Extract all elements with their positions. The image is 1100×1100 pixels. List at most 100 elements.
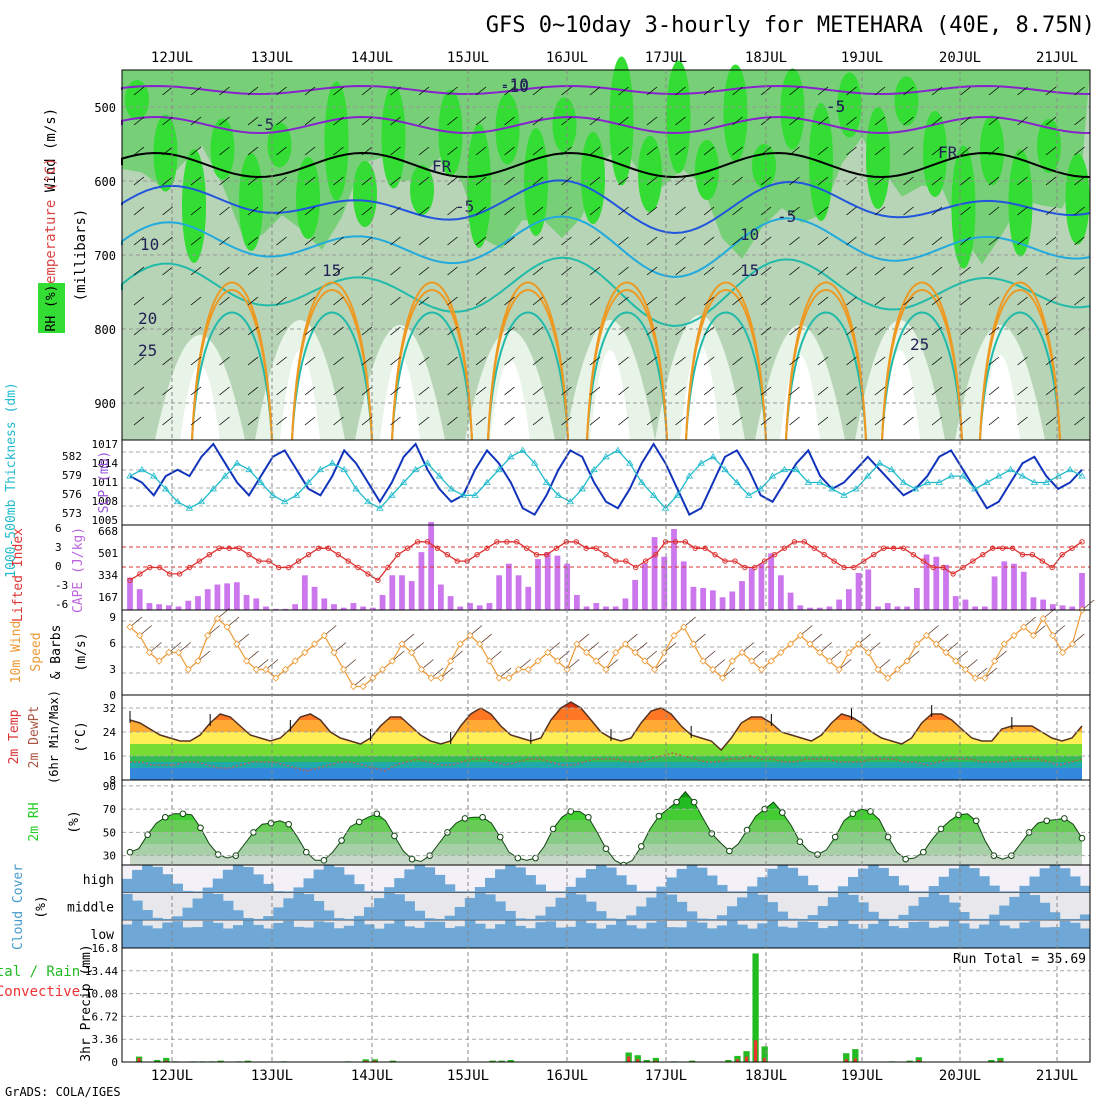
lifted-index-point [444,551,451,558]
cloud-cell [837,886,849,893]
cloud-cell [1039,902,1051,921]
cloud-cell [192,891,204,893]
cloud-cell [515,867,526,893]
upper-wind-barb [361,266,373,276]
cape-bar [127,577,133,610]
rh-dry-area [490,360,530,440]
upper-wind-barb [903,206,914,216]
date-label-top: 21JUL [1036,50,1078,66]
lifted-index-point [692,545,698,551]
rh-point [496,833,504,841]
wind-barb [974,667,988,679]
rh-point [849,810,857,818]
upper-wind-barb [903,176,914,186]
upper-wind-barb [589,296,601,306]
cloud-cell [666,894,678,921]
rh-point [585,813,592,821]
footer-credit: GrADS: COLA/IGES [5,1085,121,1099]
upper-wind-barb [219,416,230,426]
cloud-cell [1009,891,1020,893]
date-label-top: 19JUL [841,50,883,66]
upper-wind-barb [903,236,914,246]
upper-wind-barb [846,176,857,186]
lifted-index-point [1009,545,1016,551]
lifted-index-point [722,558,728,564]
upper-wind-barb [504,236,515,246]
lifted-index-point [970,558,976,564]
cloud-cell [858,868,869,893]
upper-wind-barb [219,236,230,246]
cloud-cell [747,928,758,948]
thickness-point [352,485,360,492]
cape-axis-label: CAPE (J/kg) [71,527,86,613]
upper-wind-barb [190,266,202,276]
cloud-cell [797,875,809,893]
upper-wind-barb [276,386,287,396]
date-label-bottom: 13JUL [251,1068,293,1084]
thickness-tick-label: 579 [62,469,82,482]
cloud-cell [364,907,375,921]
wind-barb [1072,633,1085,645]
wind-speed-point [991,657,999,665]
thickness-point [1054,472,1062,479]
upper-wind-barb [675,206,686,216]
cloud-cell [948,902,960,921]
wind-speed-point [651,665,659,674]
wind-speed-point [621,640,629,648]
cloud-cell [1029,895,1041,921]
upper-wind-barb [960,356,971,366]
upper-wind-barb [390,236,401,246]
cloud-cell [807,915,819,921]
cape-bar [505,563,512,610]
cape-bar [836,599,843,610]
upper-wind-barb [247,326,259,336]
date-label-bottom: 16JUL [546,1068,588,1084]
upper-wind-barb [1074,116,1085,126]
wind-speed-point [194,657,202,665]
upper-wind-barb [931,146,943,156]
cloud-cell [474,892,486,921]
wind-speed-point [796,631,804,640]
upper-wind-barb [304,386,316,396]
thickness-point [126,472,134,479]
cape-tick-label: 668 [98,525,118,538]
upper-wind-barb [504,296,515,306]
cloud-cell [424,918,436,921]
upper-wind-barb [504,146,515,156]
wind-speed-point [903,657,911,665]
cloud-cell [222,928,234,948]
cloud-cell [948,920,960,948]
upper-wind-barb [732,266,743,276]
rh-dry-area [380,355,420,440]
cloud-cell [454,891,466,893]
thickness-point [661,504,670,511]
lifted-index-point [127,577,133,584]
thickness-point [471,491,479,498]
upper-wind-barb [817,236,829,246]
upper-wind-barb [931,386,943,396]
contour-label: -10 [500,75,529,94]
cloud-cell [212,894,224,921]
upper-wind-barb [903,86,914,96]
upper-wind-barb [789,296,800,306]
lifted-index-point [424,539,431,545]
upper-wind-barb [1017,266,1028,276]
cloud-cell [384,923,395,948]
cape-bar [486,603,493,610]
upper-wind-barb [874,296,886,306]
contour-label: 25 [910,335,929,354]
cape-tick-label: 501 [98,547,118,560]
lifted-index-point [642,558,649,564]
cape-bar [350,603,357,610]
upper-wind-barb [846,356,857,366]
upper-wind-barb [475,176,487,186]
rh-saturated-cell [894,76,919,126]
lifted-index-point [335,551,341,558]
thickness-point [423,459,432,466]
cloud-cell [243,867,254,893]
cloud-cell [313,901,325,921]
wind-speed-point [602,665,610,674]
cloud-cell [283,891,294,893]
cloud-cell [1039,927,1051,948]
cloud-cell [1009,896,1020,921]
